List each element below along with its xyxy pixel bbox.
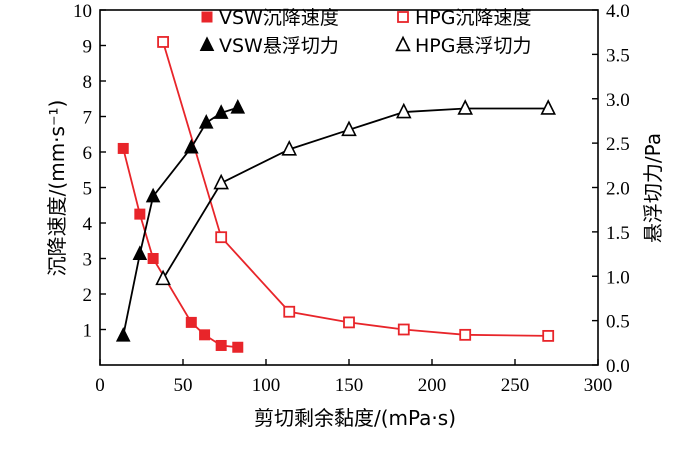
y-axis-right: 0.0 0.5 1.0 1.5 2.0 2.5 3.0 3.5 4.0: [592, 1, 630, 377]
y-left-tick-label: 1: [83, 321, 93, 342]
y-right-tick-label: 1.0: [606, 267, 630, 288]
data-point: [147, 253, 159, 264]
x-tick-label: 0: [95, 375, 105, 396]
data-point: [540, 99, 556, 115]
y-right-tick-label: 2.5: [606, 134, 630, 155]
y-axis-left: 1 2 3 4 5 6 7 8 9 10: [73, 1, 106, 342]
legend-marker: [395, 35, 411, 52]
x-tick-label: 150: [335, 375, 364, 396]
y-left-tick-label: 5: [83, 179, 93, 200]
x-tick-label: 50: [174, 375, 193, 396]
data-point: [198, 114, 214, 129]
x-axis: 0 50 100 150 200 250 300: [95, 359, 612, 396]
y-left-tick-label: 4: [83, 214, 93, 235]
data-point: [215, 231, 228, 244]
y-right-tick-label: 1.5: [606, 223, 630, 244]
data-point: [134, 208, 146, 220]
y-left-tick-label: 3: [83, 250, 93, 271]
plot-frame: [99, 9, 599, 366]
data-point: [283, 305, 296, 318]
data-point: [457, 99, 473, 115]
y-right-tick-label: 4.0: [606, 1, 630, 22]
y-axis-left-title: 沉降速度/(mm·s⁻¹): [45, 100, 69, 277]
x-tick-label: 100: [252, 375, 281, 396]
data-point: [132, 245, 148, 261]
legend: VSW沉降速度 HPG沉降速度 VSW悬浮切力 HPG悬浮切力: [199, 7, 531, 57]
plot-border: [99, 9, 599, 366]
y-axis-right-title: 悬浮切力/Pa: [641, 133, 665, 243]
legend-label: HPG沉降速度: [415, 7, 531, 29]
series-line: [122, 106, 239, 336]
data-point: [395, 102, 412, 119]
x-tick-label: 300: [584, 375, 613, 396]
data-point: [232, 341, 244, 353]
data-point: [117, 142, 129, 154]
legend-marker: [199, 36, 215, 51]
data-point: [157, 36, 169, 48]
legend-item: VSW悬浮切力: [199, 35, 339, 57]
y-right-tick-label: 2.0: [606, 179, 630, 200]
legend-item: VSW沉降速度: [201, 7, 339, 29]
y-right-tick-label: 0.5: [606, 312, 630, 333]
data-point: [213, 104, 229, 119]
data-point: [459, 328, 472, 341]
y-left-tick-label: 10: [73, 1, 92, 22]
data-point: [115, 327, 131, 342]
legend-item: HPG悬浮切力: [395, 35, 531, 57]
data-point: [199, 329, 211, 341]
legend-marker: [397, 11, 409, 23]
legend-label: VSW悬浮切力: [219, 35, 339, 57]
series-1: [117, 142, 244, 353]
series-layer: [115, 36, 556, 353]
data-point: [281, 140, 298, 156]
y-left-tick-label: 7: [83, 108, 93, 129]
series-4: [155, 99, 556, 286]
data-point: [155, 269, 171, 286]
data-point: [341, 120, 357, 137]
y-left-tick-label: 2: [83, 285, 93, 306]
legend-marker: [201, 11, 213, 23]
x-tick-label: 250: [501, 375, 530, 396]
data-point: [145, 187, 161, 203]
y-right-tick-label: 0.0: [606, 356, 630, 377]
data-point: [542, 329, 555, 342]
data-point: [215, 339, 227, 351]
series-3: [115, 98, 246, 342]
data-point: [397, 323, 410, 336]
data-point: [213, 173, 229, 190]
x-tick-label: 200: [418, 375, 447, 396]
data-point: [230, 98, 246, 114]
y-right-tick-label: 3.0: [606, 90, 630, 111]
y-right-tick-label: 3.5: [606, 45, 630, 66]
y-left-tick-label: 9: [83, 37, 93, 58]
x-axis-title: 剪切剩余黏度/(mPa·s): [254, 406, 456, 430]
y-left-tick-label: 8: [83, 72, 93, 93]
legend-item: HPG沉降速度: [397, 7, 531, 29]
legend-label: HPG悬浮切力: [415, 35, 531, 57]
data-point: [343, 316, 355, 329]
data-point: [183, 138, 199, 154]
series-2: [157, 36, 555, 342]
legend-label: VSW沉降速度: [219, 7, 339, 29]
y-left-tick-label: 6: [83, 143, 93, 164]
data-point: [185, 316, 197, 328]
